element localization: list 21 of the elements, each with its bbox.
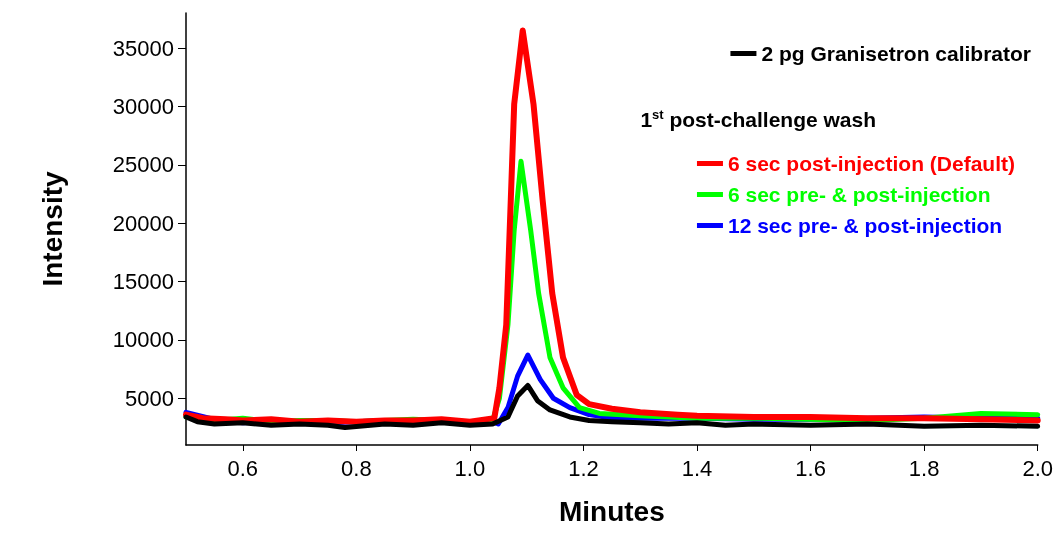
- x-tick-label: 0.8: [341, 455, 372, 481]
- y-tick-label: 20000: [112, 210, 174, 236]
- y-tick-label: 5000: [125, 385, 174, 411]
- y-tick-label: 15000: [112, 269, 174, 295]
- x-tick-label: 1.4: [681, 455, 713, 481]
- x-tick-label: 1.2: [568, 455, 599, 481]
- x-tick-label: 1.6: [795, 455, 826, 481]
- y-axis-title: Intensity: [36, 171, 68, 287]
- legend-label: 6 sec post-injection (Default): [727, 152, 1016, 175]
- x-tick-label: 1.8: [908, 455, 940, 481]
- legend-label: 12 sec pre- & post-injection: [727, 214, 1003, 237]
- y-tick-label: 30000: [112, 93, 174, 119]
- legend-label: 6 sec pre- & post-injection: [727, 183, 991, 206]
- x-tick-label: 2.0: [1022, 455, 1054, 481]
- x-axis-title: Minutes: [558, 495, 665, 527]
- y-tick-label: 25000: [112, 152, 174, 178]
- legend-label: 2 pg Granisetron calibrator: [761, 42, 1032, 65]
- y-tick-label: 10000: [112, 327, 174, 353]
- x-tick-label: 1.0: [454, 455, 486, 481]
- y-tick-label: 35000: [112, 35, 174, 61]
- x-tick-label: 0.6: [227, 455, 259, 481]
